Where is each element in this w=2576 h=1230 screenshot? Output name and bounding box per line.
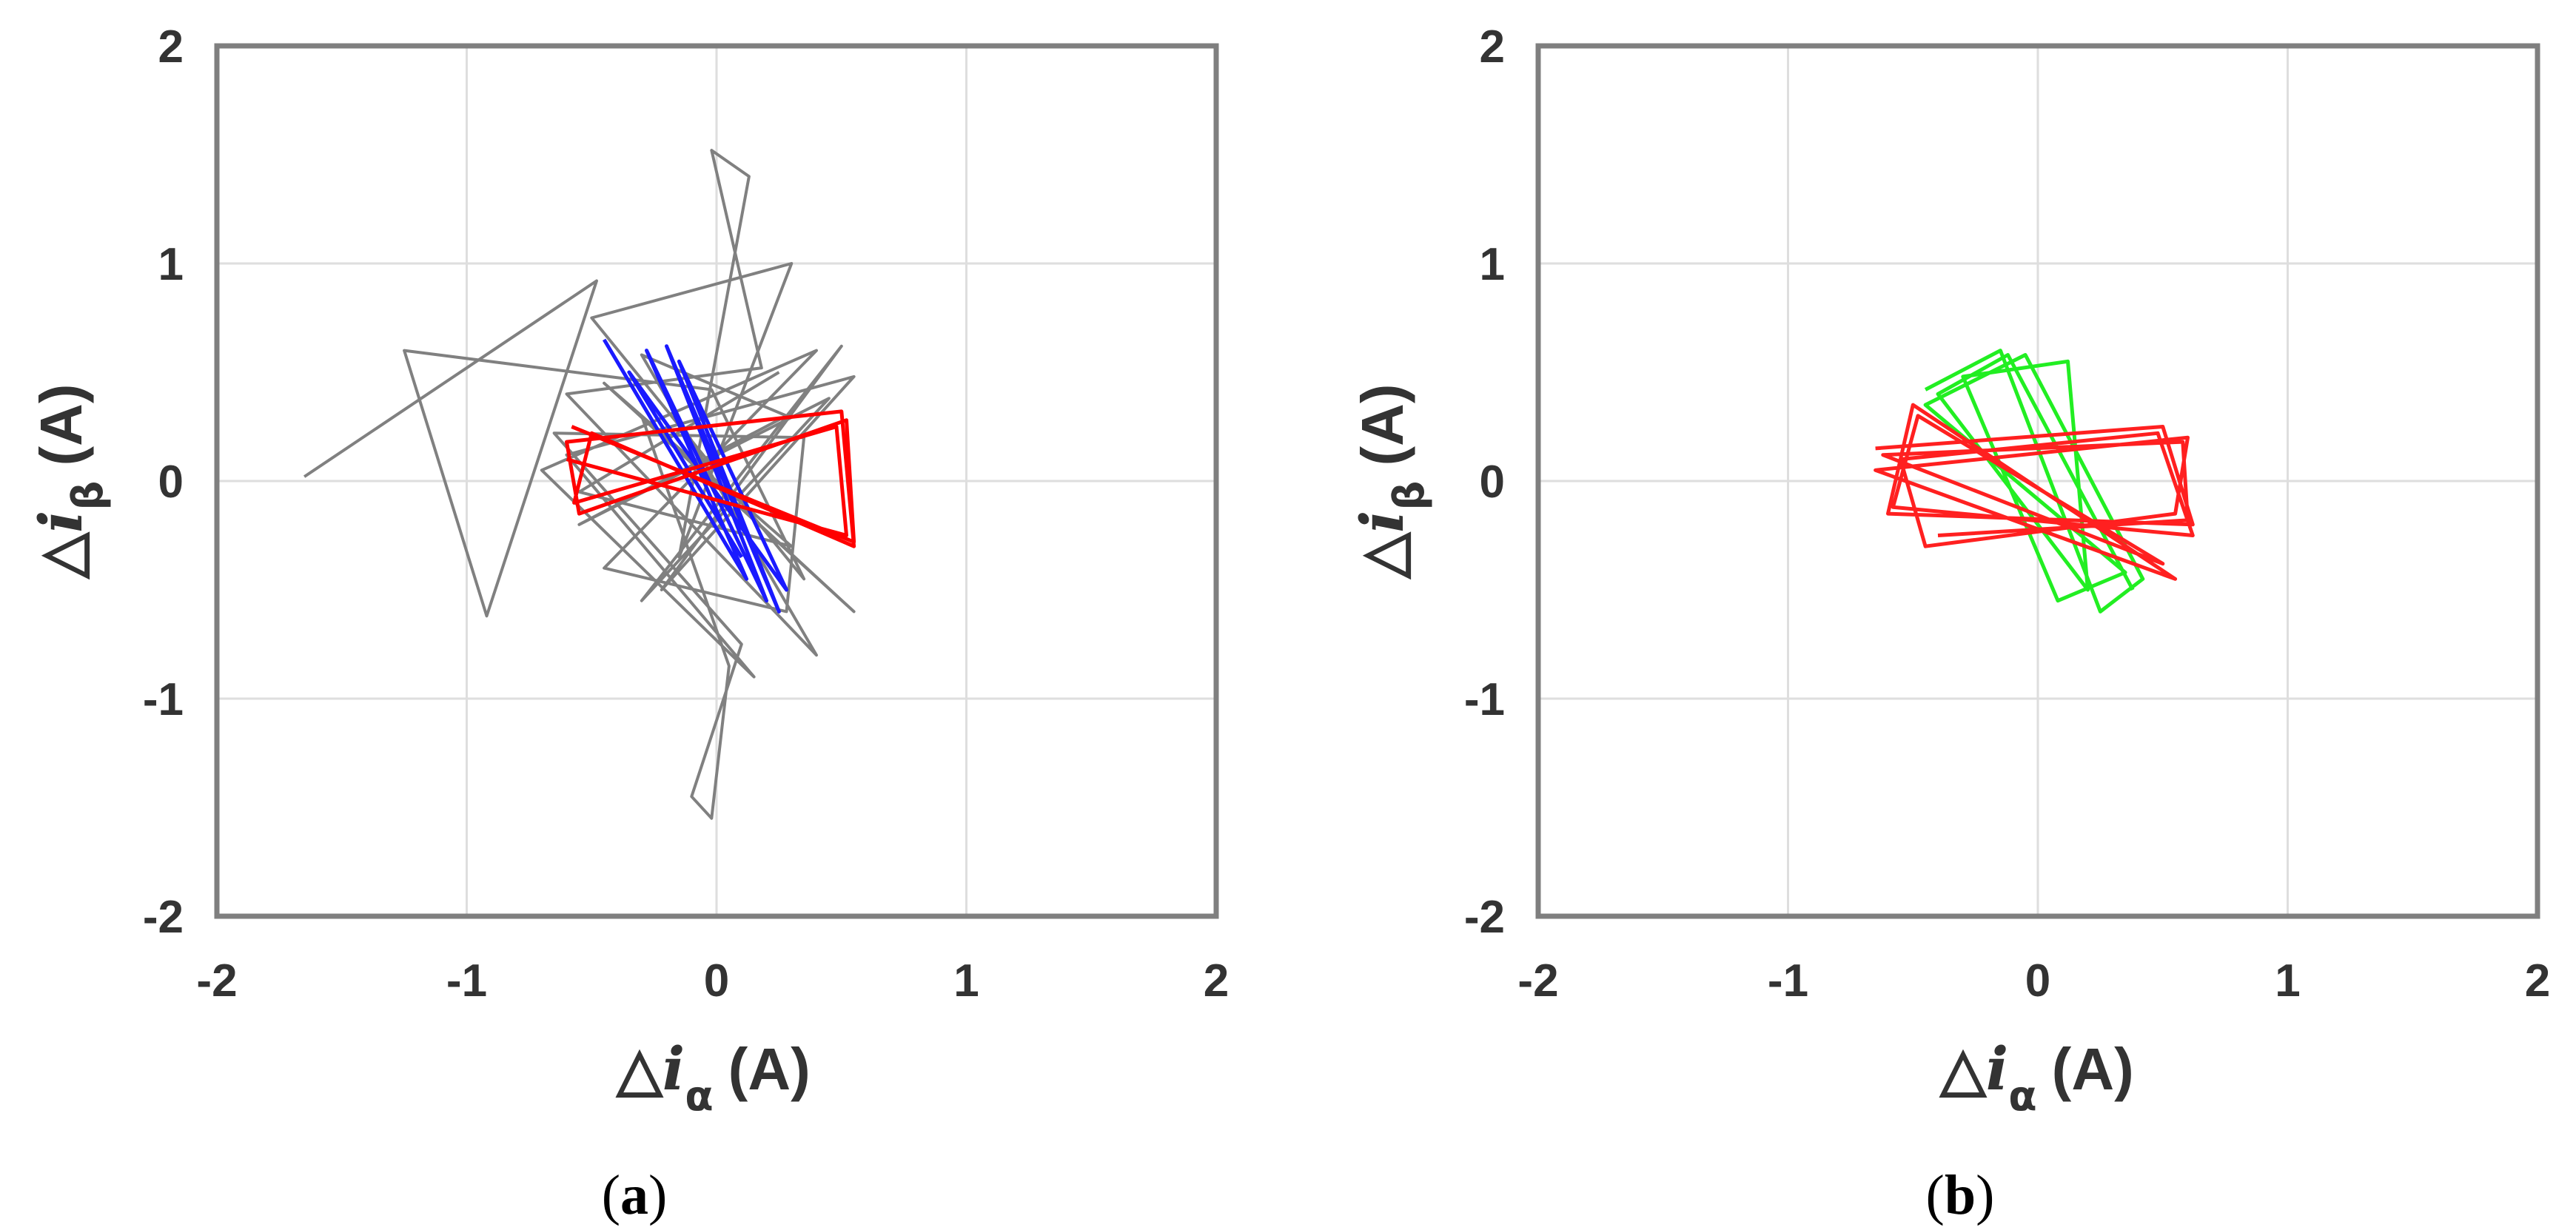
panel-a-x-tick-labels: -2 -1 0 1 2 (196, 955, 1229, 1006)
x-subscript: α (685, 1072, 713, 1120)
panel-b-series-0-line (1923, 349, 2145, 614)
panel-a-series-2-line (565, 409, 856, 548)
delta-symbol: △ (28, 531, 94, 580)
y-tick-label: 0 (158, 457, 184, 508)
panel-b-y-tick-labels: -2 -1 0 1 2 (1464, 21, 1505, 943)
y-tick-label: -1 (143, 674, 184, 725)
y-tick-label: -2 (1464, 892, 1505, 943)
panel-b-plot-area (1874, 349, 2195, 614)
x-subscript: α (2008, 1072, 2036, 1120)
panel-b-grid (1538, 46, 2538, 916)
delta-symbol: △ (1939, 1036, 1988, 1102)
panel-b-x-axis-label: △iα (A) (1939, 1034, 2133, 1120)
x-tick-label: -2 (1517, 955, 1558, 1006)
panel-b-series-1-line (1874, 403, 2195, 581)
y-unit: (A) (28, 383, 94, 466)
x-tick-label: 0 (704, 955, 729, 1006)
panel-b-y-axis-label: △iβ (A) (1347, 383, 1434, 579)
y-unit: (A) (1349, 383, 1415, 466)
panel-b-axes-frame (1535, 43, 2540, 919)
panel-a-plot-area (303, 149, 856, 820)
panel-a-axes-frame (214, 43, 1219, 919)
panel-b-label: (b) (1926, 1164, 1995, 1226)
panel-b-x-tick-labels: -2 -1 0 1 2 (1517, 955, 2550, 1006)
y-tick-label: 2 (158, 21, 184, 73)
x-variable: i (1986, 1034, 2008, 1103)
panel-a-series-0-line (303, 149, 856, 820)
delta-symbol: △ (615, 1036, 664, 1102)
x-tick-label: 1 (953, 955, 979, 1006)
x-tick-label: 2 (2525, 955, 2550, 1006)
x-unit: (A) (728, 1036, 811, 1102)
y-variable: i (26, 511, 95, 533)
x-tick-label: 1 (2275, 955, 2300, 1006)
x-tick-label: 0 (2025, 955, 2050, 1006)
x-tick-label: -1 (1768, 955, 1808, 1006)
y-tick-label: 0 (1480, 457, 1505, 508)
y-tick-label: -1 (1464, 674, 1505, 725)
y-variable: i (1347, 511, 1417, 533)
y-tick-label: 1 (1480, 239, 1505, 290)
panel-a-y-tick-labels: -2 -1 0 1 2 (143, 21, 184, 943)
delta-symbol: △ (1349, 531, 1415, 580)
y-tick-label: 2 (1480, 21, 1505, 73)
x-tick-label: -1 (446, 955, 487, 1006)
y-subscript: β (1386, 481, 1434, 511)
y-tick-label: 1 (158, 239, 184, 290)
panel-a-y-axis-label: △iβ (A) (26, 383, 113, 579)
x-tick-label: -2 (196, 955, 237, 1006)
x-unit: (A) (2052, 1036, 2134, 1102)
x-tick-label: 2 (1204, 955, 1229, 1006)
panel-a-x-axis-label: △iα (A) (615, 1034, 810, 1120)
panel-a-label: (a) (602, 1164, 668, 1226)
y-subscript: β (64, 481, 113, 511)
x-variable: i (663, 1034, 685, 1103)
y-tick-label: -2 (143, 892, 184, 943)
